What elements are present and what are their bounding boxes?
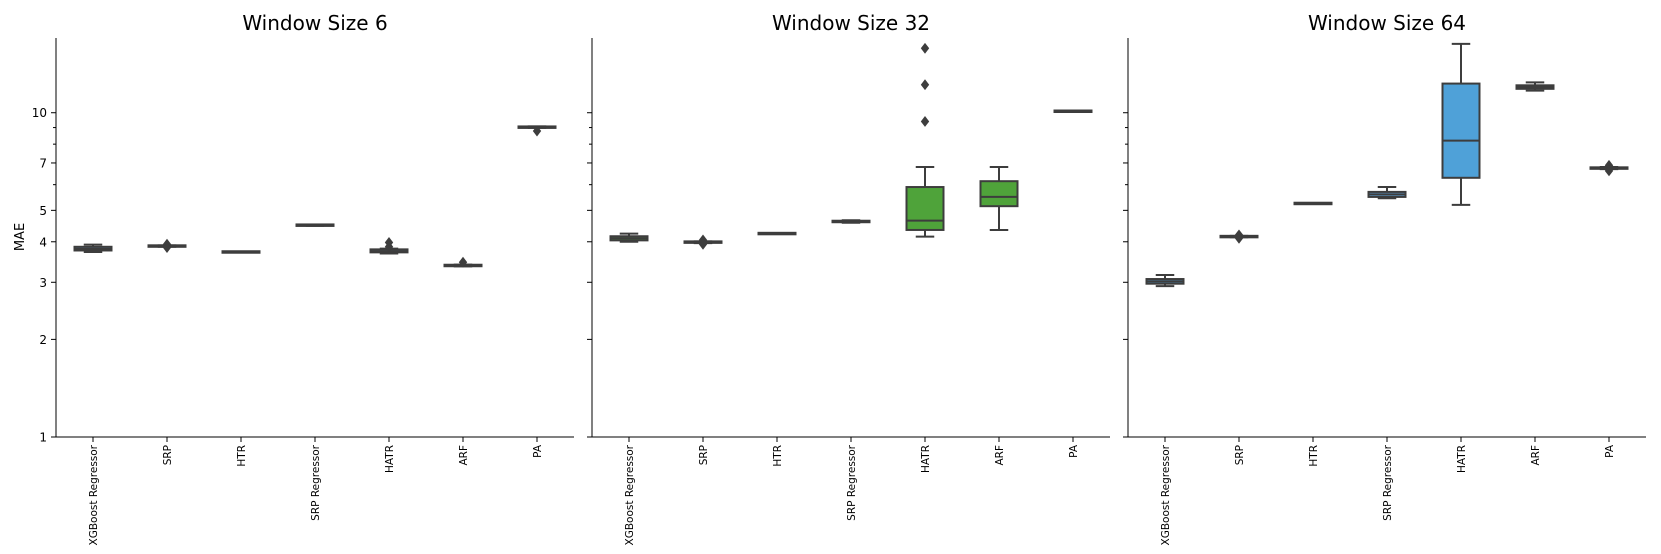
box-iqr	[905, 186, 945, 231]
box-srp-regressor	[831, 219, 871, 224]
y-axis-label: MAE	[13, 223, 28, 251]
y-tick-label: 10	[32, 106, 47, 120]
x-tick-label: PA	[532, 444, 544, 458]
x-tick-label: PA	[1068, 444, 1080, 458]
outlier-point	[1234, 232, 1244, 244]
box-srp-regressor	[295, 223, 335, 227]
box-pa	[517, 125, 557, 137]
x-tick-label: SRP	[162, 445, 174, 465]
panel-1: Window Size 6 1 2 3 4 5 7 10 XGBoost Regressor SR…	[32, 11, 574, 545]
x-tick-label: SRP Regressor	[310, 444, 322, 520]
x-tick-label: PA	[1604, 444, 1616, 458]
box-srp	[147, 238, 187, 253]
box-arf	[1515, 81, 1555, 92]
box-arf	[979, 166, 1019, 231]
box-arf	[443, 256, 483, 268]
panel-title: Window Size 64	[1308, 11, 1466, 35]
x-tick-label: ARF	[994, 445, 1006, 466]
box-htr	[757, 231, 797, 236]
y-tick-label: 1	[39, 431, 47, 445]
x-tick-label: HATR	[1456, 445, 1468, 473]
box-hatr	[369, 237, 409, 255]
box-htr	[1293, 201, 1333, 206]
x-tick-label: XGBoost Regressor	[624, 444, 636, 545]
x-tick-label: XGBoost Regressor	[1160, 444, 1172, 545]
box-pa	[1053, 109, 1093, 114]
x-tick-label: HATR	[920, 445, 932, 473]
x-tick-label: SRP Regressor	[846, 444, 858, 520]
x-tick-label: SRP	[1234, 445, 1246, 465]
x-tick-label: HTR	[772, 445, 784, 467]
x-tick-label: HATR	[384, 445, 396, 473]
outlier-point	[920, 79, 930, 91]
y-tick-label: 7	[39, 156, 47, 170]
x-tick-label: XGBoost Regressor	[88, 444, 100, 545]
box-iqr	[979, 180, 1019, 208]
outlier-point	[920, 115, 930, 127]
box-pa	[1589, 159, 1629, 177]
y-tick-label: 3	[39, 276, 47, 290]
outlier-point	[162, 242, 172, 253]
box-srp-regressor	[1367, 186, 1407, 200]
outlier-point	[532, 125, 542, 137]
box-srp	[683, 234, 723, 250]
outlier-point	[1604, 165, 1614, 177]
box-srp	[1219, 229, 1259, 244]
outlier-point	[384, 241, 394, 253]
panel-title: Window Size 6	[242, 11, 387, 35]
outlier-point	[698, 238, 708, 250]
box-hatr	[905, 42, 945, 238]
box-xgboost-regressor	[609, 232, 649, 243]
box-xgboost-regressor	[1145, 273, 1185, 288]
box-iqr	[1441, 82, 1481, 179]
x-tick-label: HTR	[1308, 445, 1320, 467]
y-tick-label: 4	[39, 235, 47, 249]
panel-3: Window Size 64 XGBoost Regressor SRP HTR SRP…	[1123, 11, 1646, 545]
box-hatr	[1441, 42, 1481, 206]
x-tick-label: SRP Regressor	[1382, 444, 1394, 520]
outlier-point	[458, 256, 468, 268]
x-tick-label: ARF	[1530, 445, 1542, 466]
box-xgboost-regressor	[73, 243, 113, 253]
y-tick-label: 5	[39, 204, 47, 218]
x-tick-label: SRP	[698, 445, 710, 465]
x-tick-label: ARF	[458, 445, 470, 466]
outlier-point	[920, 42, 930, 54]
panel-2: Window Size 32 XGBoost Regressor SRP HTR SRP…	[587, 11, 1110, 545]
y-tick-label: 2	[39, 333, 47, 347]
panel-title: Window Size 32	[772, 11, 930, 35]
box-htr	[221, 250, 261, 254]
x-tick-label: HTR	[236, 445, 248, 467]
